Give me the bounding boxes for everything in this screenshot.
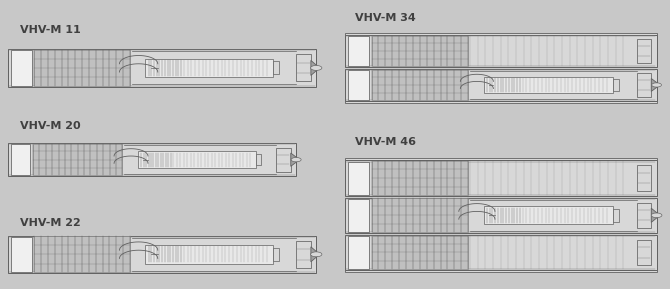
- Bar: [345, 69, 657, 101]
- Bar: [273, 61, 279, 75]
- Bar: [8, 236, 316, 273]
- Bar: [11, 144, 30, 175]
- Bar: [345, 235, 657, 270]
- Bar: [345, 160, 657, 196]
- Circle shape: [291, 158, 301, 162]
- Bar: [345, 158, 657, 160]
- Polygon shape: [311, 247, 320, 262]
- Text: VHV-M 34: VHV-M 34: [355, 13, 416, 23]
- Circle shape: [651, 213, 662, 218]
- Bar: [636, 203, 651, 228]
- Bar: [636, 240, 651, 265]
- Polygon shape: [651, 208, 660, 223]
- Bar: [256, 154, 261, 166]
- Text: VHV-M 46: VHV-M 46: [355, 137, 416, 147]
- Text: VHV-M 11: VHV-M 11: [20, 25, 81, 35]
- Circle shape: [311, 66, 322, 70]
- Bar: [372, 70, 468, 100]
- Bar: [34, 236, 130, 272]
- Bar: [348, 36, 369, 66]
- Bar: [372, 199, 468, 232]
- Bar: [34, 50, 130, 86]
- Bar: [636, 73, 651, 97]
- Bar: [345, 270, 657, 272]
- Bar: [11, 237, 31, 272]
- Bar: [348, 199, 369, 232]
- Bar: [8, 49, 316, 87]
- Bar: [613, 79, 618, 91]
- Text: VHV-M 22: VHV-M 22: [20, 218, 81, 228]
- Bar: [613, 209, 618, 221]
- Bar: [345, 35, 657, 67]
- Bar: [296, 54, 311, 81]
- Bar: [345, 198, 657, 233]
- Text: VHV-M 20: VHV-M 20: [20, 121, 80, 131]
- Bar: [348, 236, 369, 269]
- Bar: [345, 33, 657, 35]
- Bar: [636, 39, 651, 62]
- Bar: [372, 36, 468, 66]
- Bar: [296, 241, 311, 268]
- Bar: [484, 206, 613, 224]
- Bar: [484, 77, 613, 93]
- Polygon shape: [311, 60, 320, 75]
- Bar: [145, 59, 273, 77]
- Circle shape: [652, 83, 661, 87]
- Bar: [348, 162, 369, 195]
- Bar: [145, 245, 273, 264]
- Bar: [11, 50, 31, 86]
- Bar: [276, 148, 291, 172]
- Bar: [372, 236, 468, 269]
- Bar: [345, 101, 657, 103]
- Bar: [372, 161, 468, 195]
- Polygon shape: [651, 79, 660, 91]
- Bar: [273, 248, 279, 261]
- Bar: [138, 151, 256, 168]
- Polygon shape: [291, 153, 299, 166]
- Bar: [33, 144, 123, 175]
- Bar: [8, 143, 296, 176]
- Bar: [348, 70, 369, 100]
- Circle shape: [311, 252, 322, 257]
- Bar: [636, 165, 651, 191]
